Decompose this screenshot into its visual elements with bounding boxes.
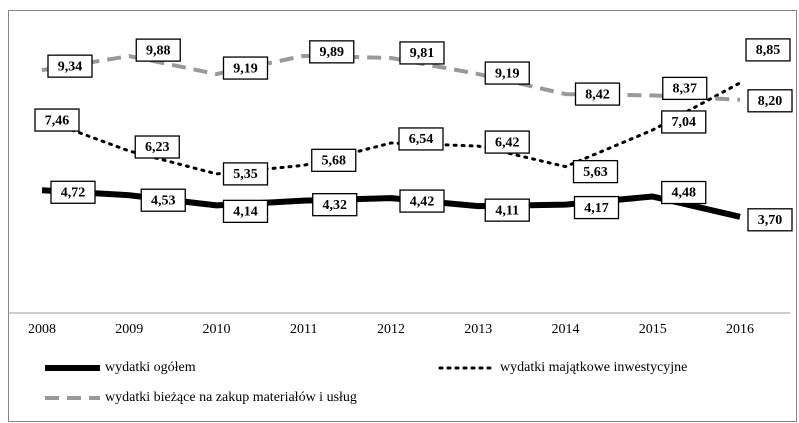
x-tick-label: 2011 bbox=[290, 322, 317, 337]
data-label: 4,48 bbox=[672, 186, 697, 201]
data-label-box bbox=[50, 180, 96, 204]
legend-label: wydatki bieżące na zakup materiałów i us… bbox=[105, 390, 357, 405]
data-label-box bbox=[661, 110, 707, 134]
data-label: 4,14 bbox=[233, 205, 258, 220]
data-label: 9,19 bbox=[495, 66, 520, 81]
data-label: 9,34 bbox=[58, 59, 83, 74]
x-tick-label: 2015 bbox=[639, 322, 667, 337]
data-label-box bbox=[311, 148, 357, 172]
x-tick-label: 2009 bbox=[115, 322, 143, 337]
x-tick-label: 2014 bbox=[552, 322, 580, 337]
data-label: 9,19 bbox=[233, 61, 258, 76]
data-label-box bbox=[399, 41, 445, 65]
data-label-box bbox=[745, 38, 791, 62]
data-label: 5,68 bbox=[322, 154, 347, 169]
data-label-box bbox=[398, 127, 444, 151]
data-label-box bbox=[484, 198, 530, 222]
data-label-box bbox=[222, 162, 269, 186]
data-label: 5,63 bbox=[583, 165, 608, 180]
data-label-box bbox=[662, 76, 708, 101]
data-label-box bbox=[484, 130, 530, 154]
data-label: 9,88 bbox=[146, 43, 171, 58]
x-tick-label: 2008 bbox=[28, 322, 56, 337]
data-label-box bbox=[135, 38, 181, 62]
x-tick-label: 2010 bbox=[203, 322, 231, 337]
data-label-box bbox=[309, 40, 355, 64]
data-label-box bbox=[222, 56, 269, 80]
data-label-box bbox=[661, 180, 707, 205]
data-label: 8,20 bbox=[758, 94, 783, 109]
data-label: 7,04 bbox=[672, 115, 697, 130]
data-label: 7,46 bbox=[45, 113, 70, 128]
data-label: 3,70 bbox=[758, 213, 783, 228]
data-label-box bbox=[747, 89, 793, 113]
data-label: 9,81 bbox=[410, 46, 435, 61]
data-label: 9,89 bbox=[320, 45, 345, 60]
data-label: 8,37 bbox=[673, 82, 698, 97]
data-label: 6,54 bbox=[409, 132, 434, 147]
data-label: 4,17 bbox=[584, 201, 609, 216]
data-label-box bbox=[222, 199, 269, 224]
x-tick-label: 2013 bbox=[464, 322, 492, 337]
frame bbox=[8, 10, 797, 422]
x-tick-label: 2012 bbox=[377, 322, 405, 337]
data-label: 8,85 bbox=[756, 43, 781, 58]
data-label-box bbox=[34, 108, 80, 132]
legend-label: wydatki majątkowe inwestycyjne bbox=[500, 360, 687, 375]
data-label-box bbox=[134, 135, 180, 159]
x-tick-label: 2016 bbox=[726, 322, 754, 337]
data-label-box bbox=[47, 54, 93, 78]
data-label-box bbox=[312, 193, 358, 217]
data-label: 4,32 bbox=[323, 198, 348, 213]
data-label-box bbox=[573, 195, 620, 220]
data-label-box bbox=[399, 189, 445, 213]
data-label-box bbox=[747, 208, 793, 232]
data-label: 6,42 bbox=[495, 135, 520, 150]
data-label: 5,35 bbox=[233, 167, 258, 182]
legend-label: wydatki ogółem bbox=[105, 360, 196, 375]
data-label-box bbox=[484, 61, 530, 85]
data-label: 8,42 bbox=[585, 87, 610, 102]
data-label-box bbox=[140, 188, 186, 212]
data-label: 4,42 bbox=[410, 194, 435, 209]
data-label: 6,23 bbox=[145, 140, 170, 155]
series-line bbox=[41, 53, 741, 102]
data-label: 4,11 bbox=[495, 203, 519, 218]
data-label: 4,72 bbox=[61, 185, 86, 200]
data-label: 4,53 bbox=[151, 193, 176, 208]
data-label-box bbox=[572, 159, 619, 184]
data-label-box bbox=[574, 82, 621, 106]
